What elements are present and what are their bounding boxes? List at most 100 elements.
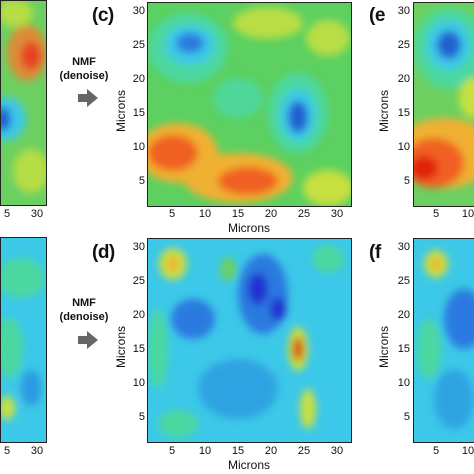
heatmap-blob [293,337,303,361]
panel-label-f: (f [369,242,381,263]
heatmap-left-top [1,1,46,205]
y-tick: 10 [397,377,410,389]
x-tick: 10 [461,208,474,220]
heatmap-blob [171,299,215,339]
x-tick: 5 [3,445,11,457]
x-tick: 5 [432,208,440,220]
heatmap-layer [414,8,474,188]
heatmap-blob [288,101,308,133]
heatmap-blob [1,258,45,298]
x-tick: 30 [330,208,344,220]
heatmap-blob [233,7,303,39]
heatmap-c [148,3,351,206]
x-tick: 20 [264,445,278,457]
heatmap-blob [434,369,474,429]
y-axis-label-f: Microns [377,325,391,368]
x-tick: 25 [297,208,311,220]
heatmap-layer [1,258,45,420]
panel-f-map [413,238,474,443]
panel-left-bottom-map [0,237,47,443]
y-tick: 5 [403,175,410,187]
y-tick: 25 [397,39,410,51]
y-tick: 20 [397,73,410,85]
heatmap-blob [148,309,168,389]
nmf-label-bottom: NMF (denoise) [59,297,109,323]
y-tick: 30 [397,5,410,17]
heatmap-blob [437,31,461,59]
y-axis-label-d: Microns [114,325,128,368]
panel-left-top-map [0,0,47,206]
heatmap-blob [270,297,286,321]
x-tick: 15 [231,208,245,220]
x-tick: 10 [198,208,212,220]
y-tick: 20 [132,73,145,85]
heatmap-e [414,3,474,206]
heatmap-f [414,239,474,442]
y-tick: 5 [138,411,145,423]
y-axis-label-c: Microns [114,89,128,132]
x-tick: 5 [168,208,176,220]
arrow-right-icon [78,89,98,107]
y-tick: 10 [132,377,145,389]
heatmap-blob [220,257,236,281]
heatmap-blob [13,149,46,193]
heatmap-blob [1,1,33,27]
heatmap-blob [459,78,474,118]
heatmap-layer [148,7,351,206]
y-tick: 10 [397,141,410,153]
y-tick: 30 [132,241,145,253]
heatmap-blob [417,319,441,379]
panel-label-e: (e [369,5,385,26]
heatmap-left-bottom [1,238,46,442]
x-tick: 10 [461,445,474,457]
heatmap-blob [303,170,351,206]
y-tick: 15 [397,343,410,355]
heatmap-blob [1,318,23,378]
y-tick: 15 [132,107,145,119]
y-tick: 20 [132,309,145,321]
heatmap-blob [148,135,198,171]
y-tick: 10 [132,141,145,153]
heatmap-blob [158,410,198,438]
x-tick: 5 [168,445,176,457]
heatmap-layer [417,250,474,429]
panel-e-map [413,2,474,207]
x-tick: 15 [231,445,245,457]
heatmap-blob [248,273,268,305]
y-axis-label-e: Microns [377,89,391,132]
heatmap-layer [1,1,46,193]
heatmap-blob [167,256,179,272]
x-axis-label-c: Microns [228,221,271,235]
y-tick: 25 [132,275,145,287]
x-tick: 30 [330,445,344,457]
y-tick: 30 [397,241,410,253]
panel-c-map [147,2,352,207]
heatmap-blob [21,370,41,406]
heatmap-blob [300,389,316,429]
heatmap-blob [1,107,11,131]
x-tick: 30 [30,208,44,220]
panel-label-c: (c) [92,5,114,26]
heatmap-blob [198,359,278,419]
panel-label-d: (d) [92,242,115,263]
y-tick: 25 [397,275,410,287]
y-tick: 30 [132,5,145,17]
heatmap-blob [414,156,438,180]
heatmap-blob [444,289,474,349]
arrow-right-icon [78,331,98,349]
x-tick: 5 [3,208,11,220]
y-tick: 5 [138,175,145,187]
heatmap-blob [431,257,441,271]
x-tick: 25 [297,445,311,457]
x-tick: 10 [198,445,212,457]
x-axis-label-d: Microns [228,458,271,472]
y-tick: 15 [132,343,145,355]
y-tick: 20 [397,309,410,321]
heatmap-blob [306,20,350,56]
heatmap-blob [312,245,344,273]
y-tick: 25 [132,39,145,51]
x-tick: 5 [432,445,440,457]
heatmap-blob [176,33,204,53]
heatmap-blob [1,97,26,141]
